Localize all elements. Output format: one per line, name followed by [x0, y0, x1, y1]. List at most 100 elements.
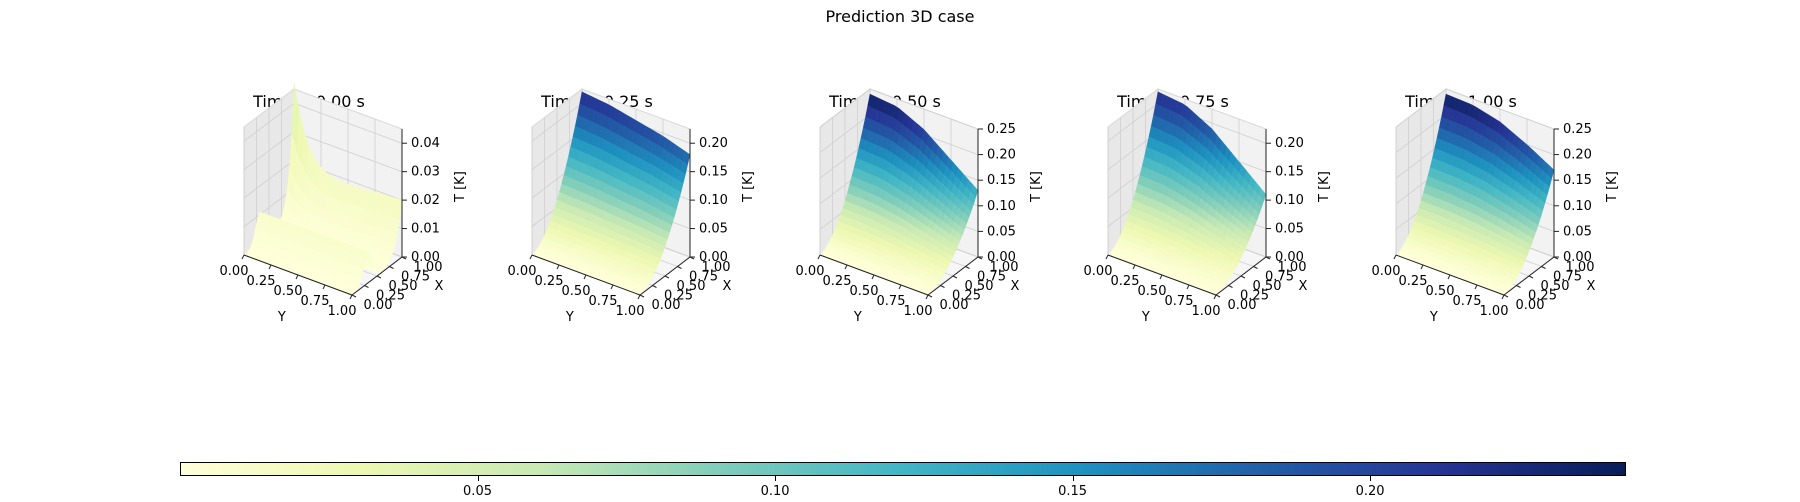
x-tick-label: 1.00: [1278, 260, 1307, 275]
y-tick: [583, 274, 587, 280]
surface-plot: 0.000.250.500.751.00Y0.000.250.500.751.0…: [220, 83, 468, 325]
x-tick: [1541, 266, 1546, 269]
x-axis-label: X: [435, 279, 444, 294]
y-tick: [529, 254, 533, 260]
colorbar: 0.05 0.10 0.15 0.20: [180, 462, 1626, 502]
x-tick-label: 0.00: [364, 298, 393, 313]
x-tick: [965, 266, 970, 269]
y-tick: [1474, 284, 1478, 290]
x-tick-label: 0.00: [652, 298, 681, 313]
y-tick: [871, 274, 875, 280]
y-axis-label: Y: [1429, 310, 1438, 325]
z-tick-label: 0.20: [987, 148, 1016, 163]
z-axis-label: T [K]: [1605, 171, 1620, 203]
x-tick: [652, 285, 657, 288]
y-tick: [1420, 264, 1424, 270]
x-tick-label: 0.25: [1528, 289, 1557, 304]
z-tick-label: 0.15: [1275, 165, 1304, 180]
y-tick-label: 0.00: [1372, 264, 1401, 279]
z-tick-label: 0.00: [1275, 250, 1304, 265]
x-tick: [376, 275, 382, 279]
y-axis-label: Y: [565, 310, 574, 325]
x-tick-label: 0.75: [689, 270, 718, 285]
z-tick-label: 0.25: [1563, 122, 1592, 137]
surface: [1395, 93, 1555, 296]
y-tick: [1186, 284, 1190, 290]
z-tick-label: 0.20: [1275, 136, 1304, 151]
colorbar-tick: [1072, 476, 1074, 481]
z-tick-label: 0.03: [411, 165, 440, 180]
x-tick: [940, 285, 945, 288]
z-tick-label: 0.05: [699, 222, 728, 237]
y-tick-label: 0.75: [1165, 294, 1194, 309]
colorbar-tick: [477, 476, 479, 481]
z-tick-label: 0.25: [987, 122, 1016, 137]
x-tick-label: 0.50: [389, 279, 418, 294]
y-tick-label: 0.00: [220, 264, 249, 279]
y-tick: [844, 264, 848, 270]
x-tick-label: 1.00: [414, 260, 443, 275]
figure-title: Prediction 3D case: [825, 7, 975, 26]
z-axis-label: T [K]: [1317, 171, 1332, 203]
colorbar-tick-label: 0.20: [1355, 484, 1385, 499]
y-tick-label: 0.25: [823, 274, 852, 289]
x-tick: [1215, 294, 1221, 298]
x-tick: [1240, 275, 1246, 279]
x-tick-label: 0.25: [1240, 289, 1269, 304]
y-tick: [610, 284, 614, 290]
surface: [819, 93, 979, 296]
z-tick-label: 0.05: [1275, 222, 1304, 237]
y-tick: [322, 284, 326, 290]
surface: [243, 83, 403, 296]
colorbar-tick-label: 0.15: [1058, 484, 1088, 499]
z-tick-label: 0.02: [411, 193, 440, 208]
y-tick-label: 1.00: [328, 304, 357, 319]
x-axis-label: X: [1299, 279, 1308, 294]
colorbar-tick: [775, 476, 777, 481]
z-tick-label: 0.00: [987, 250, 1016, 265]
x-tick: [927, 294, 933, 298]
y-tick: [925, 294, 929, 300]
x-tick: [639, 294, 645, 298]
y-tick-label: 0.50: [850, 284, 879, 299]
z-tick-label: 0.01: [411, 222, 440, 237]
x-tick-label: 0.50: [1253, 279, 1282, 294]
y-tick-label: 0.25: [1399, 274, 1428, 289]
z-tick-label: 0.00: [1563, 250, 1592, 265]
panel-t4: Time = 1.00 s 0.000.250.500.751.00Y0.000…: [1326, 87, 1656, 390]
y-tick: [556, 264, 560, 270]
z-tick-label: 0.05: [987, 224, 1016, 239]
z-tick-label: 0.15: [699, 165, 728, 180]
y-tick: [241, 254, 245, 260]
y-tick: [1447, 274, 1451, 280]
z-tick-label: 0.15: [1563, 173, 1592, 188]
y-tick-label: 0.75: [589, 294, 618, 309]
y-tick-label: 0.25: [1111, 274, 1140, 289]
x-tick-label: 0.50: [1541, 279, 1570, 294]
y-axis-label: Y: [1141, 310, 1150, 325]
x-tick-label: 0.00: [1516, 298, 1545, 313]
y-tick-label: 1.00: [1480, 304, 1509, 319]
y-tick: [1393, 254, 1397, 260]
x-tick-label: 0.00: [1228, 298, 1257, 313]
y-tick-label: 1.00: [1192, 304, 1221, 319]
y-tick: [817, 254, 821, 260]
y-tick-label: 0.50: [274, 284, 303, 299]
y-axis-label: Y: [277, 310, 286, 325]
x-tick: [1253, 266, 1258, 269]
x-axis-label: X: [1011, 279, 1020, 294]
y-tick-label: 0.25: [535, 274, 564, 289]
panel-t3: Time = 0.75 s 0.000.250.500.751.00Y0.000…: [1038, 87, 1368, 390]
x-tick-label: 0.75: [1553, 270, 1582, 285]
surface: [531, 91, 691, 296]
x-tick-label: 0.00: [940, 298, 969, 313]
x-tick-label: 0.25: [376, 289, 405, 304]
x-tick: [364, 285, 369, 288]
surface-plot: 0.000.250.500.751.00Y0.000.250.500.751.0…: [796, 87, 1044, 325]
x-tick: [1503, 294, 1509, 298]
y-tick-label: 0.50: [1138, 284, 1167, 299]
y-tick-label: 1.00: [616, 304, 645, 319]
colorbar-gradient: [180, 462, 1626, 476]
z-tick-label: 0.10: [1563, 199, 1592, 214]
